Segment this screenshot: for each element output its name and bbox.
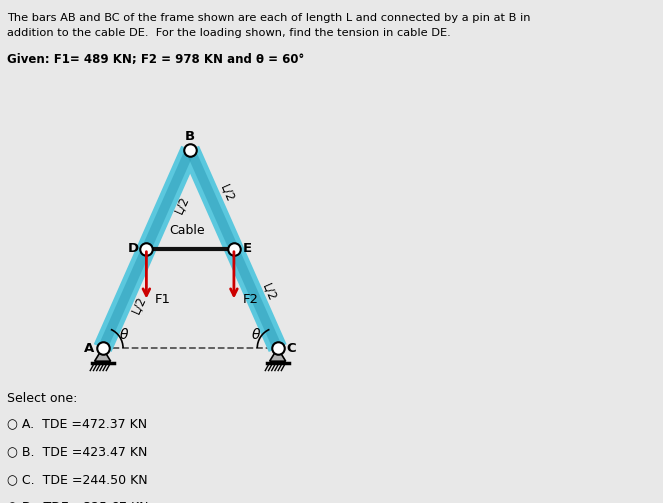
Text: The bars AB and BC of the frame shown are each of length L and connected by a pi: The bars AB and BC of the frame shown ar… (7, 13, 530, 23)
Text: Given: F1= 489 KN; F2 = 978 KN and θ = 60°: Given: F1= 489 KN; F2 = 978 KN and θ = 6… (7, 53, 304, 66)
Text: A: A (84, 342, 95, 355)
Text: $\theta$: $\theta$ (119, 326, 129, 342)
Text: F1: F1 (155, 293, 171, 306)
Polygon shape (95, 348, 111, 361)
Text: addition to the cable DE.  For the loading shown, find the tension in cable DE.: addition to the cable DE. For the loadin… (7, 28, 450, 38)
Polygon shape (270, 348, 286, 361)
Text: Select one:: Select one: (7, 392, 77, 405)
Text: E: E (243, 242, 251, 256)
Text: Cable: Cable (170, 224, 205, 237)
Text: C: C (286, 342, 296, 355)
Text: ○ A.  TDE =472.37 KN: ○ A. TDE =472.37 KN (7, 417, 147, 431)
Text: $\theta$: $\theta$ (251, 326, 261, 342)
Text: L/2: L/2 (217, 182, 236, 204)
Text: ○ C.  TDE =244.50 KN: ○ C. TDE =244.50 KN (7, 473, 147, 486)
Text: D: D (128, 242, 139, 256)
Text: F2: F2 (243, 293, 259, 306)
Text: L/2: L/2 (172, 194, 191, 216)
Text: B: B (185, 130, 195, 143)
Text: ○ B.  TDE =423.47 KN: ○ B. TDE =423.47 KN (7, 445, 147, 458)
Text: L/2: L/2 (259, 282, 278, 303)
Text: ○ D.  TDE =325.67 KN: ○ D. TDE =325.67 KN (7, 500, 148, 503)
Text: L/2: L/2 (129, 294, 149, 316)
